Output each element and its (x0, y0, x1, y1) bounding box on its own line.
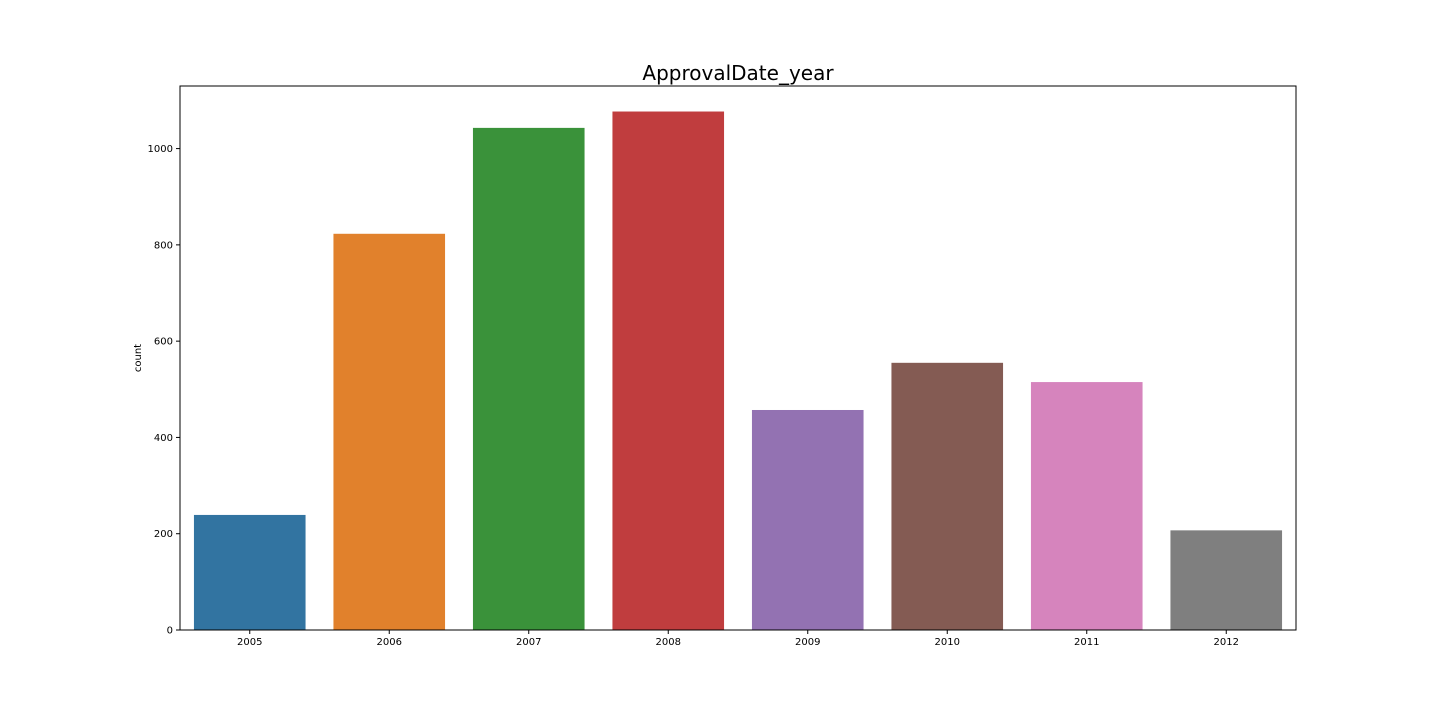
y-tick-label-800: 800 (154, 240, 173, 251)
bar-2012 (1170, 530, 1283, 630)
x-axis: 2005 2006 2007 2008 2009 2010 2011 2012 (237, 630, 1239, 648)
x-tick-label-2006: 2006 (377, 637, 402, 648)
x-tick-label-2008: 2008 (656, 637, 681, 648)
bar-2007 (472, 127, 585, 630)
y-axis-label: count (133, 344, 144, 372)
bars-group (193, 111, 1283, 631)
bar-2010 (891, 362, 1004, 630)
bar-2006 (333, 233, 446, 631)
x-tick-label-2007: 2007 (516, 637, 541, 648)
y-tick-label-200: 200 (154, 529, 173, 540)
y-axis: 0 200 400 600 800 1000 (148, 144, 180, 637)
x-tick-label-2005: 2005 (237, 637, 262, 648)
bar-2011 (1030, 382, 1143, 630)
bar-2005 (193, 514, 306, 630)
x-tick-label-2009: 2009 (795, 637, 820, 648)
x-tick-label-2010: 2010 (935, 637, 960, 648)
chart-title: ApprovalDate_year (642, 61, 834, 85)
bar-2008 (612, 111, 725, 630)
y-tick-label-600: 600 (154, 337, 173, 348)
plot-frame (179, 85, 1297, 631)
y-tick-label-400: 400 (154, 433, 173, 444)
x-tick-label-2011: 2011 (1074, 637, 1099, 648)
y-tick-label-0: 0 (167, 626, 173, 637)
x-tick-label-2012: 2012 (1214, 637, 1239, 648)
bar-2009 (751, 409, 864, 630)
y-tick-label-1000: 1000 (148, 144, 173, 155)
